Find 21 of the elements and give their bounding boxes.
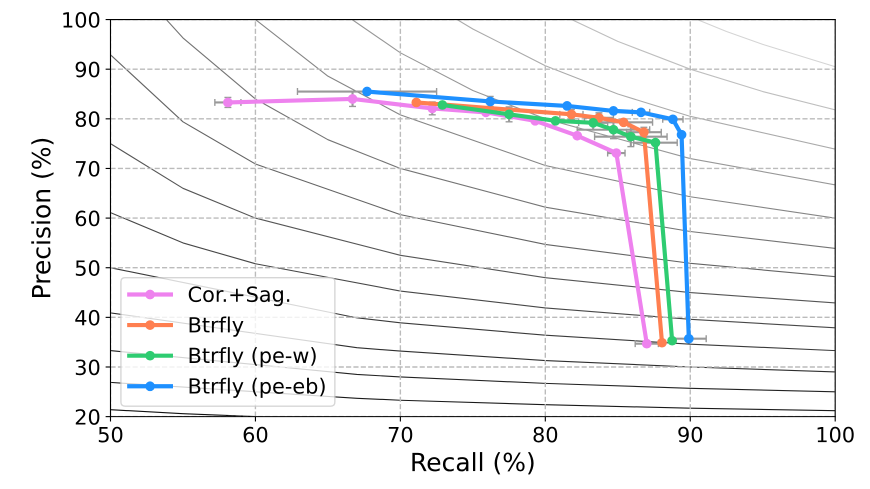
y-tick-label: 40 bbox=[75, 310, 100, 326]
x-tick-label: 80 bbox=[533, 426, 558, 442]
x-tick-label: 90 bbox=[678, 426, 702, 442]
legend-label: Btrfly (pe-eb) bbox=[190, 378, 325, 398]
y-axis-title: Precision (%) bbox=[31, 138, 54, 298]
y-tick-label: 80 bbox=[76, 111, 100, 128]
y-tick-label: 70 bbox=[76, 160, 100, 177]
y-tick-label: 30 bbox=[76, 359, 100, 376]
y-tick-label: 50 bbox=[76, 260, 100, 276]
legend-label: Btrfly bbox=[190, 316, 244, 337]
x-tick-label: 100 bbox=[818, 426, 854, 442]
y-tick-label: 20 bbox=[76, 409, 100, 425]
y-tick-label: 60 bbox=[76, 210, 100, 226]
x-tick-label: 70 bbox=[388, 426, 412, 442]
legend-label: Cor.+Sag. bbox=[188, 286, 290, 306]
legend-label: Btrfly (pe-w) bbox=[190, 347, 316, 368]
y-tick-label: 90 bbox=[76, 62, 100, 78]
x-tick-label: 50 bbox=[98, 426, 122, 442]
x-axis-title: Recall (%) bbox=[412, 452, 534, 474]
x-tick-label: 60 bbox=[244, 426, 268, 442]
y-tick-label: 100 bbox=[63, 12, 100, 28]
